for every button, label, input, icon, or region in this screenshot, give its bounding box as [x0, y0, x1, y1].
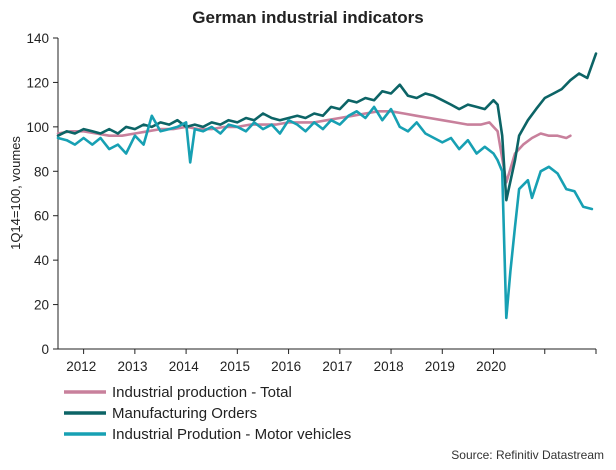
y-tick-label: 80	[34, 164, 49, 179]
x-tick-label: 2012	[66, 359, 96, 374]
series-line-2	[56, 52, 598, 202]
chart-title: German industrial indicators	[192, 8, 423, 27]
y-tick-label: 120	[26, 75, 49, 90]
legend-label-2: Manufacturing Orders	[112, 405, 257, 422]
legend: Industrial production - Total Manufacturi…	[64, 384, 351, 443]
x-tick-label: 2015	[220, 359, 250, 374]
y-tick-label: 60	[34, 209, 49, 224]
x-tick-label: 2017	[322, 359, 352, 374]
series-line-1	[56, 110, 572, 184]
y-tick-label: 140	[26, 31, 49, 46]
x-tick-label: 2013	[117, 359, 147, 374]
y-tick-label: 0	[41, 342, 49, 357]
legend-label-3: Industrial Prodution - Motor vehicles	[112, 426, 351, 443]
x-tick-label: 2019	[425, 359, 455, 374]
x-tick-label: 2014	[169, 359, 200, 374]
x-tick-label: 2018	[374, 359, 404, 374]
x-tick-label: 2016	[271, 359, 301, 374]
source-note: Source: Refinitiv Datastream	[451, 448, 604, 462]
series-line-3	[56, 105, 594, 320]
legend-label-1: Industrial production - Total	[112, 384, 292, 401]
axes: 0 20 40 60 80 100 120 140 2012 2013 2014 2015 2016 20…	[26, 31, 597, 374]
y-tick-label: 40	[34, 253, 49, 268]
y-axis-label: 1Q14=100, voumes	[8, 136, 23, 250]
x-tick-label: 2020	[476, 359, 506, 374]
y-tick-label: 20	[34, 298, 49, 313]
series-lines	[56, 52, 598, 320]
y-tick-label: 100	[26, 120, 49, 135]
